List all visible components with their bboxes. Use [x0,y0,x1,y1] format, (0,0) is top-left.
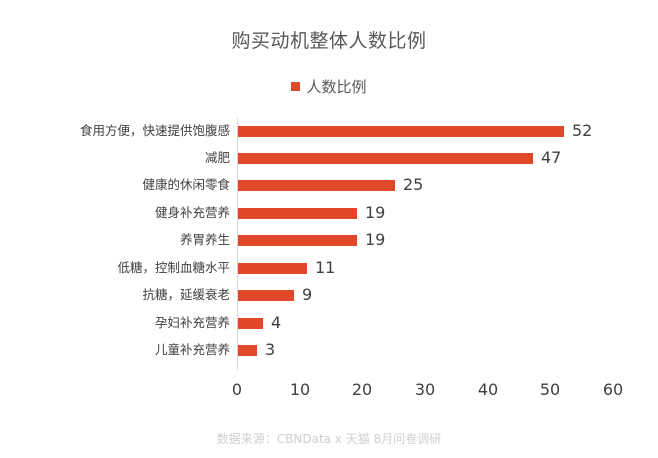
x-tick-label: 40 [477,380,499,399]
x-tick-label: 20 [351,380,373,399]
x-tick-label: 30 [414,380,436,399]
legend-label: 人数比例 [306,78,367,96]
category-label: 减肥 [204,150,230,165]
bar-row: 食用方便，快速提供饱腹感 52 [0,121,658,141]
x-tick-label: 0 [231,380,243,399]
bar-row: 低糖，控制血糖水平 11 [0,258,658,278]
value-label: 11 [315,258,336,277]
value-label: 3 [265,340,276,359]
category-label: 儿童补充营养 [154,342,230,357]
legend-swatch-icon [291,82,301,91]
category-label: 健身补充营养 [154,205,230,220]
value-label: 19 [365,230,386,249]
bar-row: 儿童补充营养 3 [0,340,658,360]
bar [238,318,263,329]
data-source-note: 数据来源：CBNData x 天猫 8月问卷调研 [216,432,442,446]
value-label: 25 [403,175,424,194]
bar [238,263,307,274]
bar-row: 健康的休闲零食 25 [0,175,658,195]
x-tick-label: 10 [289,380,311,399]
chart-title: 购买动机整体人数比例 [231,30,427,52]
value-label: 47 [541,148,562,167]
value-label: 9 [302,285,313,304]
category-label: 孕妇补充营养 [154,315,230,330]
bar [238,153,533,164]
bar [238,345,257,356]
bar-row: 抗糖，延缓衰老 9 [0,285,658,305]
value-label: 19 [365,203,386,222]
bar [238,290,294,301]
category-label: 食用方便，快速提供饱腹感 [79,123,230,138]
bar-row: 养胃养生 19 [0,230,658,250]
category-label: 养胃养生 [179,232,230,247]
chart-legend: 人数比例 [0,76,658,97]
value-label: 52 [572,121,593,140]
bar-row: 孕妇补充营养 4 [0,313,658,333]
x-tick-label: 50 [539,380,561,399]
bar-row: 减肥 47 [0,148,658,168]
category-label: 抗糖，延缓衰老 [142,287,230,302]
value-label: 4 [271,313,282,332]
bar [238,235,357,246]
x-tick-label: 60 [602,380,624,399]
category-label: 健康的休闲零食 [142,177,230,192]
y-axis-line [237,118,238,370]
category-label: 低糖，控制血糖水平 [117,260,230,275]
bar-row: 健身补充营养 19 [0,203,658,223]
bar [238,126,564,137]
bar [238,208,357,219]
bar [238,180,395,191]
